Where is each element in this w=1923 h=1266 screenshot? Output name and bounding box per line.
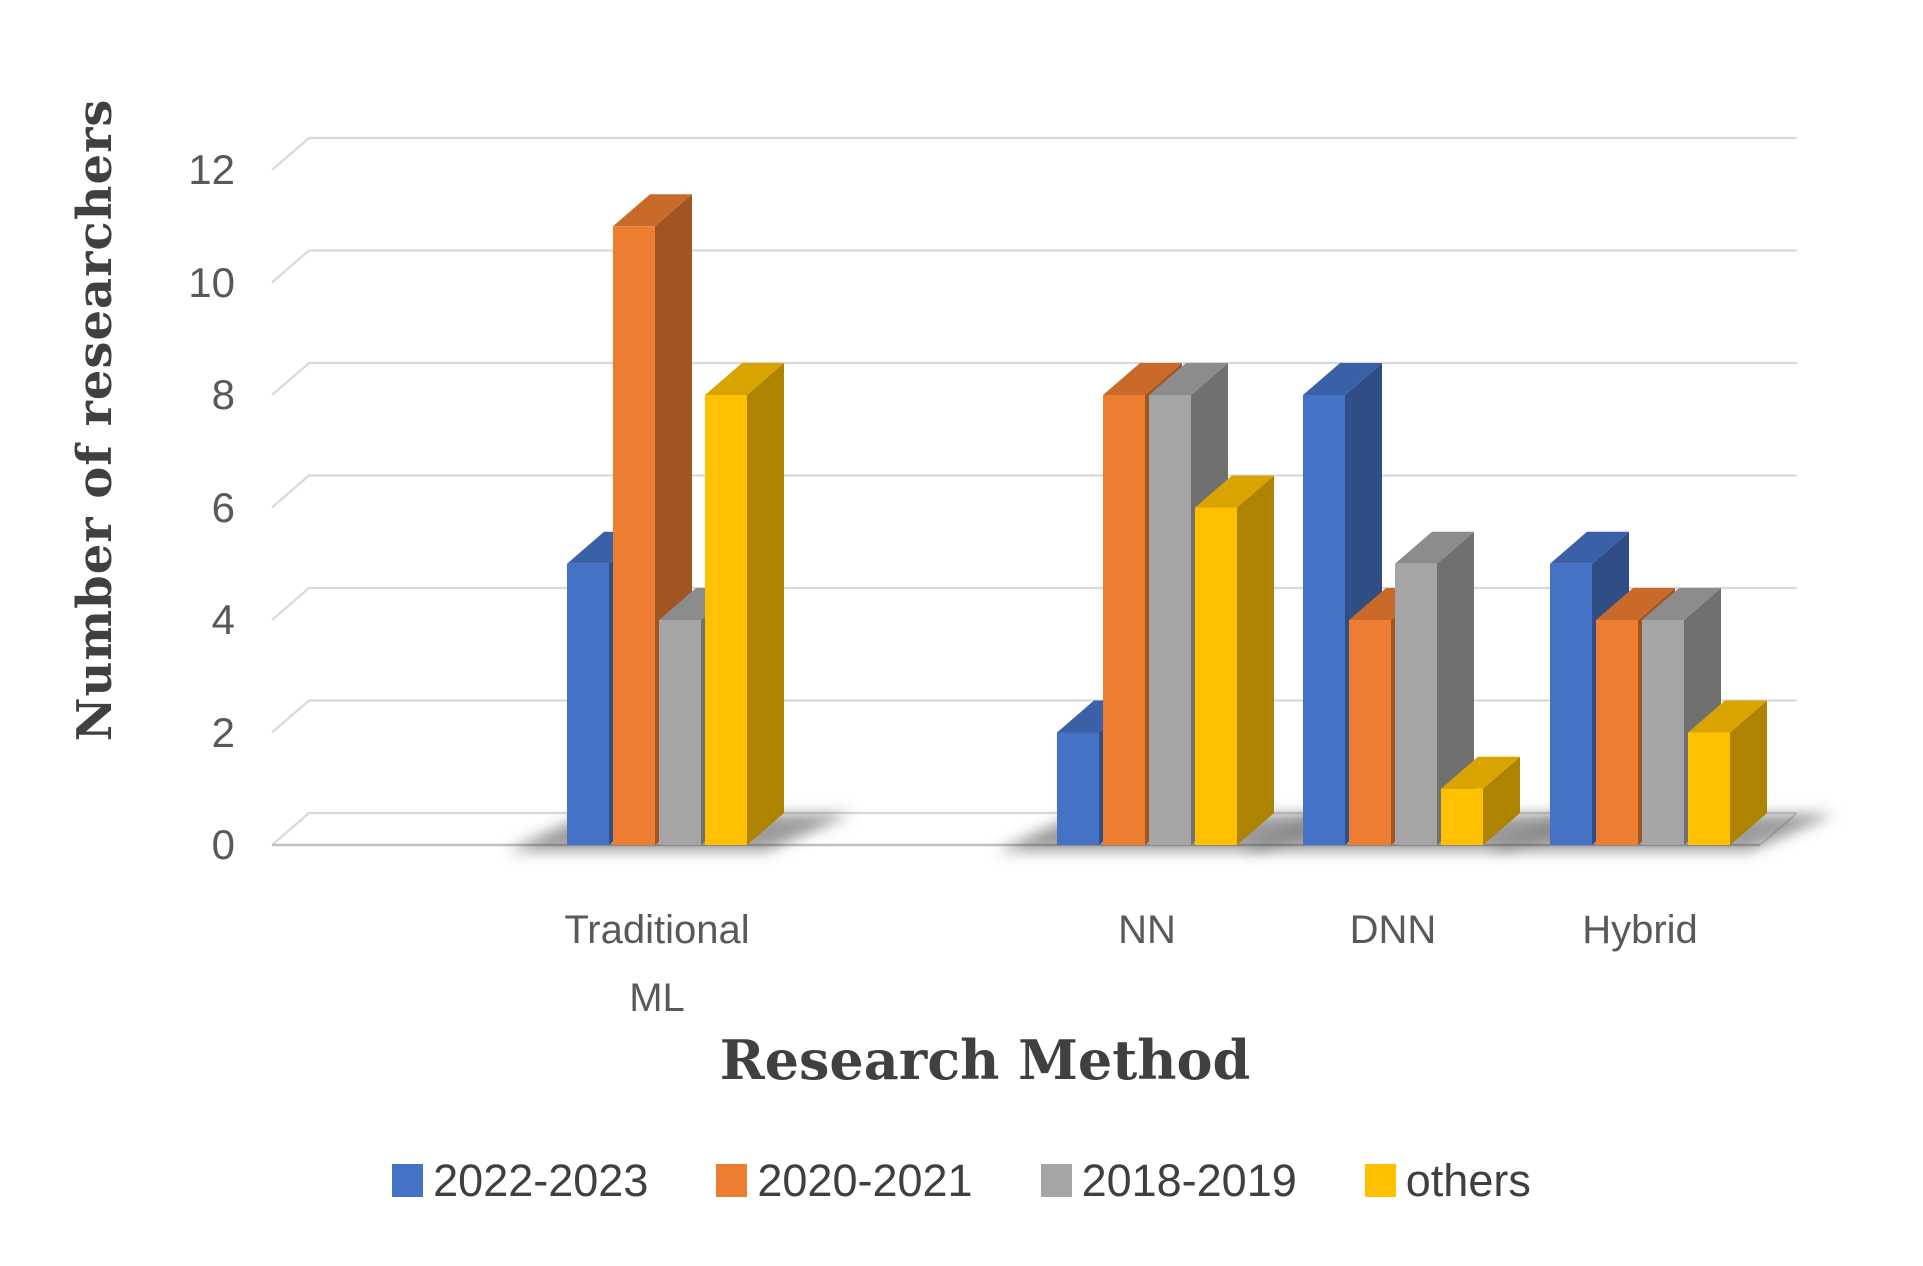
bar (1441, 756, 1520, 845)
bar-top-face (1103, 363, 1182, 395)
bar-side-face (1237, 475, 1274, 845)
bar (1395, 531, 1474, 845)
gridline (271, 586, 1797, 621)
bar-front-face (1195, 507, 1237, 845)
y-tick-label: 6 (211, 483, 235, 531)
y-tick-label: 8 (211, 371, 235, 418)
bar-front-face (1349, 620, 1391, 845)
bar-side-face (1437, 531, 1474, 845)
bar-front-face (1550, 563, 1592, 845)
bar-front-face (1642, 620, 1684, 845)
bar-top-face (1303, 363, 1382, 395)
bar-top-face (1195, 475, 1274, 508)
bar-front-face (1103, 395, 1145, 845)
bar (705, 363, 784, 845)
bar-front-face (1596, 620, 1638, 845)
gridline (271, 249, 1797, 284)
legend-swatch (716, 1164, 748, 1197)
x-axis-title: Research Method (719, 1028, 1251, 1092)
legend-item: others (1364, 1155, 1531, 1206)
y-tick-label: 12 (188, 146, 235, 193)
bar-top-face (1642, 588, 1721, 620)
bar-front-face (1688, 732, 1730, 845)
legend-swatch (1040, 1164, 1072, 1197)
bar-front-face (1057, 732, 1099, 845)
x-category-label: DNN (1349, 908, 1437, 952)
legend-label: others (1405, 1155, 1531, 1206)
legend: 2022-2023 2020-2021 2018-2019 others (0, 1158, 1923, 1203)
bar (1688, 700, 1767, 845)
bar-top-face (1596, 588, 1675, 620)
x-category-label: Traditional ML (564, 908, 750, 1020)
legend-item: 2018-2019 (1040, 1155, 1297, 1206)
legend-item: 2022-2023 (392, 1158, 648, 1203)
bar-top-face (1550, 531, 1629, 564)
bar-top-face (1149, 363, 1228, 395)
legend-swatch (392, 1164, 424, 1197)
y-axis-title: Number of researchers (67, 98, 123, 742)
y-tick-label: 10 (188, 258, 235, 306)
bar-front-face (1441, 788, 1483, 845)
gridline (271, 361, 1797, 396)
bar-front-face (659, 620, 701, 845)
x-category-label: Hybrid (1582, 908, 1698, 952)
gridline (271, 136, 1797, 171)
bar (1303, 363, 1382, 845)
bar-side-face (1483, 756, 1520, 845)
legend-label: 2020-2021 (757, 1155, 973, 1206)
legend-label: 2018-2019 (1081, 1155, 1297, 1206)
legend-item: 2020-2021 (716, 1155, 973, 1206)
bar-top-face (1441, 756, 1520, 789)
floor-back-edge (271, 811, 1797, 846)
legend-swatch (1364, 1164, 1396, 1197)
y-tick-label: 0 (211, 821, 235, 868)
bar-front-face (613, 226, 655, 845)
bar-top-face (705, 363, 784, 395)
bar-top-face (1395, 531, 1474, 564)
bar-side-face (1730, 700, 1767, 845)
bar (1195, 475, 1274, 845)
legend-label: 2022-2023 (433, 1155, 649, 1206)
bar-side-face (747, 363, 784, 845)
bar-top-face (1688, 700, 1767, 733)
bar-front-face (567, 563, 609, 845)
bar-top-face (613, 194, 692, 227)
x-category-label: NN (1118, 908, 1176, 952)
y-tick-label: 2 (211, 708, 235, 756)
bar-front-face (705, 395, 747, 845)
bar-front-face (1303, 395, 1345, 845)
y-tick-label: 4 (211, 596, 235, 643)
gridline (271, 474, 1797, 509)
bar-front-face (1395, 563, 1437, 845)
gridline (271, 699, 1797, 734)
bar-front-face (1149, 395, 1191, 845)
